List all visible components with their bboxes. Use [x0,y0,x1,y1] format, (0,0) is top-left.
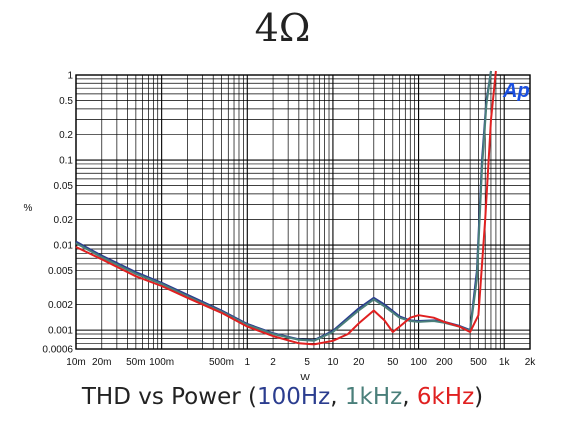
x-tick-label: 500 [470,357,487,368]
series-line-6khz [75,70,497,346]
y-tick-label: 0.005 [48,266,73,277]
plot-frame [75,74,531,350]
x-tick-labels: 10m 20m 50m 100m 500m 1 2 5 10 20 50 100 200 500 1k 2k [66,357,536,368]
y-tick-label: 0.1 [59,156,73,167]
y-tick-label: 0.5 [59,96,73,107]
caption-sep1: , [330,384,345,410]
y-tick-label: 0.01 [54,241,74,252]
x-tick-label: 100 [410,357,427,368]
caption-1khz: 1kHz [344,384,403,410]
x-tick-label: 50m [126,357,145,368]
y-tick-label: 0.2 [59,130,73,141]
caption-100hz: 100Hz [256,384,331,410]
y-tick-label: 0.001 [48,326,73,337]
x-tick-label: 10 [327,357,339,368]
x-tick-label: 5 [304,357,310,368]
chart-title: 4Ω [254,6,311,50]
x-tick-label: 1 [245,357,251,368]
y-axis-label: % [24,203,33,214]
grid [75,74,531,350]
x-tick-label: 20m [92,357,111,368]
y-tick-label: 0.05 [54,181,74,192]
x-tick-label: 2 [270,357,276,368]
series-line-1khz [75,70,492,342]
thd-chart: 1 0.5 0.2 0.1 0.05 0.02 0.01 0.005 0.002 0.001 0.0… [24,70,537,381]
caption-prefix: THD vs Power ( [81,384,257,410]
y-tick-label: 1 [67,71,73,82]
x-tick-label: 1k [499,357,511,368]
y-tick-label: 0.002 [48,300,73,311]
x-tick-label: 100m [149,357,174,368]
x-tick-label: 200 [436,357,453,368]
x-tick-label: 2k [525,357,537,368]
y-tick-label: 0.0006 [42,345,73,356]
caption-sep2: , [402,384,417,410]
series-group [75,70,497,346]
chart-caption: THD vs Power (100Hz, 1kHz, 6kHz) [0,384,565,410]
x-tick-label: 20 [353,357,365,368]
y-tick-label: 0.02 [54,215,74,226]
x-tick-label: 10m [66,357,85,368]
caption-6khz: 6kHz [416,384,475,410]
x-tick-label: 500m [209,357,234,368]
ap-logo: Ap [502,80,530,102]
y-tick-labels: 1 0.5 0.2 0.1 0.05 0.02 0.01 0.005 0.002 0.001 0.0… [42,71,73,356]
caption-suffix: ) [474,384,484,410]
series-line-100hz [75,70,492,342]
x-axis-label: W [300,373,310,380]
x-tick-label: 50 [387,357,399,368]
